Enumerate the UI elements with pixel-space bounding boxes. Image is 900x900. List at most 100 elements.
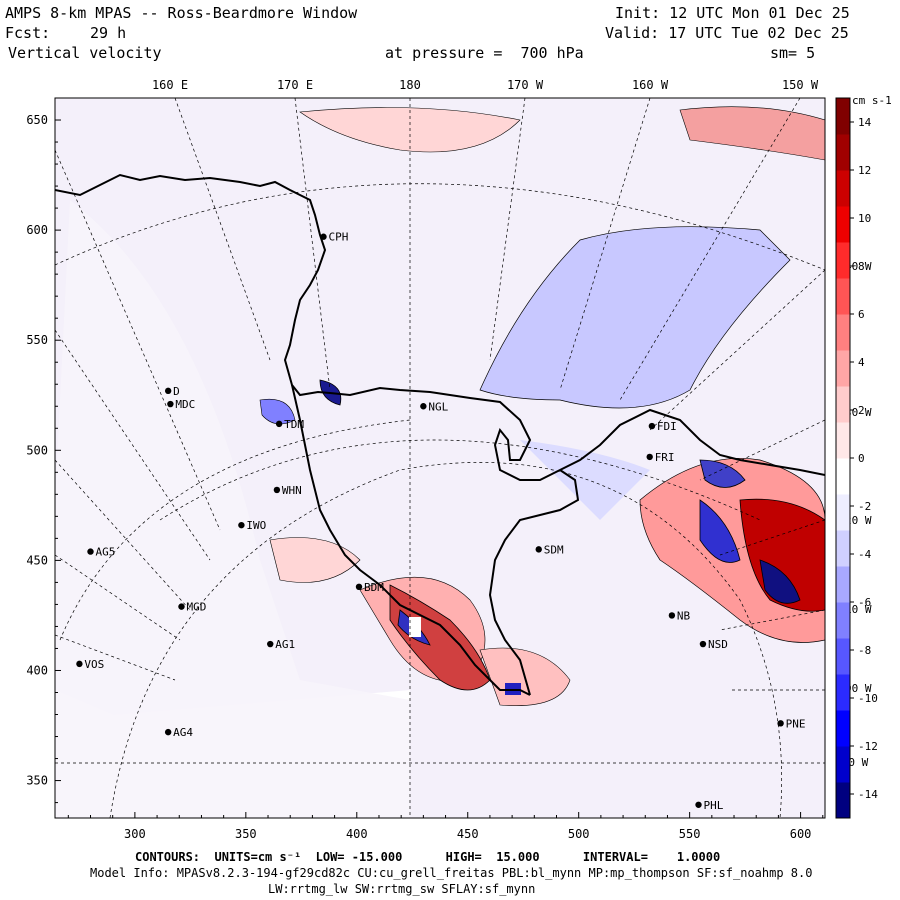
strong-negative-east-3 [759,559,801,604]
colorbar-tick-label: 10 [858,212,871,225]
station-label: VOS [84,658,104,671]
station-label: MDC [175,398,195,411]
x-tick-label: 450 [457,827,479,841]
y-tick-label: 650 [26,113,48,127]
meridian-140e [55,329,211,561]
colorbar-cell [836,206,850,243]
colorbar-cell [836,278,850,315]
colorbar-cell [836,566,850,603]
meridian-160w [559,98,651,391]
y-tick-label: 450 [26,553,48,567]
station-label: NGL [428,400,448,413]
y-tick-label: 500 [26,443,48,457]
missing-cell [409,617,421,637]
colorbar-tick-label: -8 [858,644,871,657]
coastline [55,173,825,696]
station-marker [87,548,94,555]
station-marker [275,420,283,428]
colorbar-cell [836,530,850,567]
strong-negative-east-2 [699,459,746,488]
station-label: PHL [704,799,724,812]
forecast-label: Fcst: [5,24,51,42]
station-label: NB [677,609,691,622]
station-marker [267,640,274,648]
station-marker [699,640,707,648]
station-marker [167,400,174,408]
coastline-main [55,173,825,481]
colorbar-tick-label: -6 [858,596,871,609]
field-name: Vertical velocity [8,44,162,62]
colorbar-tick-label: -14 [858,788,878,801]
colorbar-cell [836,350,850,387]
positive-region-topright [679,106,825,161]
station-label: FRI [655,451,675,464]
meridian-170e [294,98,331,391]
station-marker [695,801,702,808]
station-marker [273,486,281,494]
station-marker [668,612,676,619]
top-lon-label: 160 E [152,78,188,92]
station-marker [646,453,653,461]
colorbar-cell [836,674,850,711]
grounding-line-tam [291,384,531,696]
top-lon-label: 170 W [507,78,544,92]
parallel-80s [159,439,761,521]
colorbar-tick-label: -12 [858,740,878,753]
negative-cell-west [259,398,296,425]
grounding-line-ross [488,469,580,696]
colorbar-cell [836,710,850,747]
station-label: IWO [246,519,266,532]
station-label: BDM [364,581,384,594]
meridian-130e [55,459,191,611]
pressure-level: at pressure = 700 hPa [385,44,584,62]
colorbar-tick-label: 8 [858,260,865,273]
colorbar-tick-label: 14 [858,116,872,129]
station-label: MGD [186,601,206,614]
map-title: AMPS 8-km MPAS -- Ross-Beardmore Window [5,4,358,22]
meridian-160e [174,98,271,361]
station-label: PNE [786,717,806,730]
x-tick-label: 300 [124,827,146,841]
colorbar-unit: cm s-1 [852,94,892,107]
model-info: Model Info: MPASv8.2.3-194-gf29cd82c CU:… [90,866,813,880]
station-label: CPH [329,231,349,244]
colorbar-tick-label: -10 [858,692,878,705]
x-tick-label: 400 [346,827,368,841]
meridian-150w [619,98,801,401]
colorbar-tick-label: 2 [858,404,865,417]
colorbar-cell [836,746,850,783]
y-tick-label: 400 [26,663,48,677]
negative-region-small [520,440,650,520]
station-label: D [173,385,180,398]
smoothing-label: sm= 5 [770,44,816,62]
meridian-130w [699,419,825,481]
station-marker [355,583,363,591]
station-label: NSD [708,638,728,651]
y-tick-label: 350 [26,774,48,788]
station-label: SDM [544,543,564,556]
colorbar-tick-label: 4 [858,356,865,369]
station-marker [320,233,327,240]
meridian-120w [719,519,825,556]
top-lon-label: 170 E [277,78,313,92]
parallel-80s-west [59,419,411,641]
top-lon-label: 160 W [632,78,669,92]
colorbar-cell [836,242,850,279]
physics-info: LW:rrtmg_lw SW:rrtmg_sw SFLAY:sf_mynn [268,882,536,896]
station-marker [420,403,427,410]
x-tick-label: 550 [679,827,701,841]
colorbar-tick-label: 6 [858,308,865,321]
station-label: AG1 [275,638,295,651]
colorbar-cell [836,638,850,675]
parallel-70s [55,183,825,271]
strong-negative-east-1 [699,499,741,563]
strong-positive-east [739,498,825,612]
x-tick-label: 600 [790,827,812,841]
colorbar-tick-label: -2 [858,500,871,513]
colorbar-cell [836,458,850,495]
colorbar-tick-label: -4 [858,548,872,561]
meridian-170w [489,98,526,361]
station-marker [164,728,172,736]
colorbar-tick-label: 0 [858,452,865,465]
